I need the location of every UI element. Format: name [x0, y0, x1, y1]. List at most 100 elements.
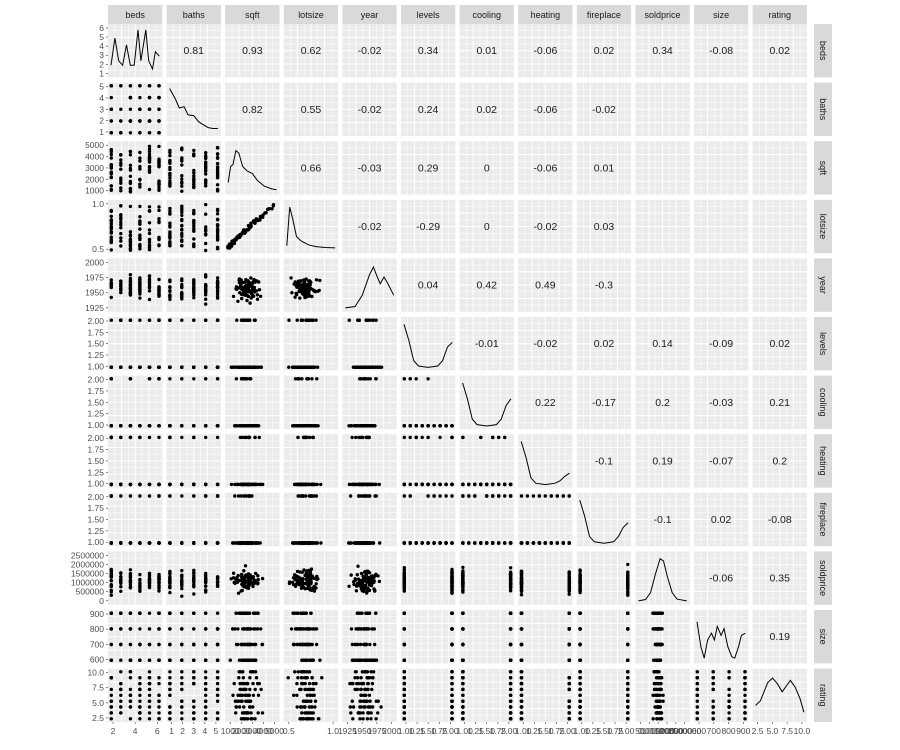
scatter-point	[138, 290, 142, 294]
scatter-point	[157, 217, 161, 221]
scatter-point	[349, 424, 353, 428]
scatter-point	[128, 244, 133, 248]
scatter-point	[362, 365, 366, 369]
correlation-label: -0.1	[595, 455, 613, 467]
scatter-point	[244, 365, 248, 369]
panel-heating-levels	[401, 434, 456, 488]
scatter-point	[109, 424, 114, 428]
scatter-point	[128, 541, 133, 545]
scatter-point	[215, 318, 220, 322]
scatter-point	[192, 494, 196, 498]
scatter-point	[119, 107, 123, 112]
scatter-point	[138, 215, 142, 219]
panel-lotsize-baths	[166, 199, 221, 254]
panel-heating-heating	[518, 434, 573, 488]
scatter-point	[109, 281, 114, 285]
panel-beds-baths: 0.81	[166, 24, 221, 78]
scatter-point	[306, 365, 310, 369]
correlation-label: 0.22	[535, 397, 556, 409]
scatter-point	[180, 279, 184, 283]
scatter-point	[147, 149, 152, 154]
scatter-point	[247, 435, 251, 440]
scatter-point	[157, 365, 161, 369]
correlation-label: -0.29	[416, 221, 440, 233]
correlation-label: -0.06	[533, 104, 557, 116]
scatter-point	[128, 95, 133, 100]
scatter-point	[253, 482, 257, 487]
panel-heating-beds	[108, 434, 163, 488]
scatter-point	[147, 209, 152, 213]
scatter-point	[204, 435, 208, 440]
scatter-point	[260, 215, 264, 219]
scatter-point	[251, 294, 256, 298]
scatter-point	[109, 318, 114, 322]
scatter-point	[109, 119, 114, 123]
scatter-point	[157, 205, 161, 209]
scatter-point	[229, 365, 233, 369]
scatter-point	[128, 239, 133, 243]
scatter-point	[119, 176, 123, 180]
scatter-point	[302, 283, 306, 287]
scatter-point	[366, 377, 370, 381]
scatter-point	[180, 227, 184, 232]
scatter-point	[147, 274, 152, 278]
scatter-point	[290, 365, 295, 369]
scatter-point	[255, 293, 260, 297]
row-strip-levels	[814, 317, 832, 371]
panel-baths-levels: 0.24	[401, 82, 456, 136]
column-strip-size	[694, 5, 749, 24]
scatter-point	[192, 224, 196, 228]
scatter-point	[128, 365, 133, 369]
scatter-point	[508, 482, 513, 487]
panel-levels-lotsize	[283, 317, 339, 371]
column-strip-baths	[166, 5, 221, 24]
scatter-point	[147, 131, 152, 135]
scatter-point	[109, 156, 114, 160]
scatter-point	[168, 278, 172, 282]
scatter-point	[128, 179, 133, 184]
scatter-point	[204, 302, 208, 306]
scatter-point	[192, 435, 196, 440]
scatter-point	[138, 424, 142, 428]
scatter-point	[248, 282, 252, 286]
scatter-point	[128, 149, 133, 154]
scatter-point	[147, 157, 152, 161]
scatter-point	[497, 482, 501, 487]
panel-baths-rating	[752, 82, 807, 136]
panel-year-rating	[752, 258, 807, 312]
scatter-point	[246, 294, 251, 299]
correlation-label: 0.2	[655, 397, 670, 409]
scatter-point	[138, 84, 142, 88]
scatter-point	[128, 424, 133, 428]
correlation-label: -0.07	[709, 455, 733, 467]
panel-lotsize-heating: -0.02	[518, 199, 573, 254]
scatter-point	[374, 318, 378, 322]
scatter-point	[204, 172, 208, 176]
scatter-point	[374, 482, 378, 487]
scatter-point	[109, 295, 114, 300]
scatter-point	[367, 482, 372, 487]
panel-heating-year	[342, 434, 397, 488]
scatter-point	[192, 174, 196, 178]
row-label-cooling: cooling	[818, 388, 828, 417]
row-strip-year	[814, 258, 832, 312]
scatter-point	[109, 184, 114, 188]
panel-sqft-cooling: 0	[459, 141, 514, 195]
scatter-point	[119, 318, 123, 322]
panel-beds-fireplace: 0.02	[576, 24, 632, 78]
scatter-point	[128, 174, 133, 178]
scatter-point	[364, 435, 368, 440]
scatter-point	[138, 95, 142, 100]
scatter-point	[192, 289, 196, 294]
scatter-point	[168, 173, 172, 178]
scatter-point	[312, 365, 317, 369]
scatter-point	[147, 152, 152, 157]
row-strip-soldprice	[814, 551, 832, 605]
panel-levels-rating: 0.02	[752, 317, 807, 371]
scatter-point	[192, 284, 196, 288]
scatter-point	[147, 164, 152, 169]
correlation-label: 0.49	[535, 280, 556, 292]
density-curve-lotsize	[286, 206, 336, 249]
scatter-point	[255, 365, 260, 369]
scatter-point	[244, 278, 248, 282]
